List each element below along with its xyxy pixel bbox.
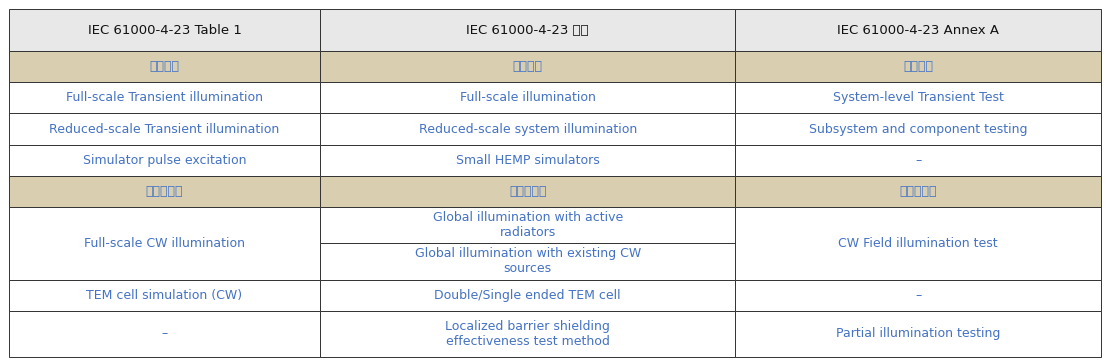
Text: TEM cell simulation (CW): TEM cell simulation (CW) [87,289,243,302]
Bar [735,145,1101,176]
Text: Reduced-scale system illumination: Reduced-scale system illumination [418,123,637,136]
Text: 폄스시험: 폄스시험 [904,60,934,73]
Text: –: – [915,289,921,302]
Text: Full-scale CW illumination: Full-scale CW illumination [84,237,245,250]
Bar [320,279,735,311]
Text: System-level Transient Test: System-level Transient Test [832,91,1003,104]
Bar [735,176,1101,207]
Bar [320,9,735,51]
Text: –: – [161,327,168,340]
Text: 폄스시험: 폄스시험 [513,60,543,73]
Bar [9,9,320,51]
Text: CW Field illumination test: CW Field illumination test [838,237,998,250]
Bar [735,113,1101,145]
Text: Full-scale illumination: Full-scale illumination [460,91,596,104]
Bar [320,207,735,243]
Text: IEC 61000-4-23 Table 1: IEC 61000-4-23 Table 1 [88,24,242,37]
Bar [735,51,1101,82]
Text: Full-scale Transient illumination: Full-scale Transient illumination [65,91,263,104]
Text: 연속파시험: 연속파시험 [145,185,183,198]
Bar [9,279,320,311]
Text: IEC 61000-4-23 본문: IEC 61000-4-23 본문 [466,24,589,37]
Bar [9,145,320,176]
Bar [9,176,320,207]
Bar [735,279,1101,311]
Bar [735,9,1101,51]
Bar [9,113,320,145]
Bar [320,51,735,82]
Text: Small HEMP simulators: Small HEMP simulators [456,154,599,167]
Bar [735,311,1101,357]
Text: Global illumination with active
radiators: Global illumination with active radiator… [433,211,623,239]
Text: Global illumination with existing CW
sources: Global illumination with existing CW sou… [414,248,640,275]
Bar [320,243,735,279]
Text: Partial illumination testing: Partial illumination testing [836,327,1000,340]
Bar [735,207,1101,279]
Text: Localized barrier shielding
effectiveness test method: Localized barrier shielding effectivenes… [445,320,610,348]
Bar [320,311,735,357]
Bar [320,145,735,176]
Bar [320,113,735,145]
Bar [9,311,320,357]
Text: 연속파시험: 연속파시험 [899,185,937,198]
Bar [320,176,735,207]
Text: Double/Single ended TEM cell: Double/Single ended TEM cell [434,289,620,302]
Bar [9,82,320,113]
Bar [320,82,735,113]
Bar [9,51,320,82]
Text: 폄스시험: 폄스시험 [150,60,180,73]
Text: 연속파시험: 연속파시험 [509,185,546,198]
Bar [9,207,320,279]
Text: IEC 61000-4-23 Annex A: IEC 61000-4-23 Annex A [837,24,999,37]
Bar [735,82,1101,113]
Text: Subsystem and component testing: Subsystem and component testing [809,123,1028,136]
Text: Simulator pulse excitation: Simulator pulse excitation [83,154,246,167]
Text: Reduced-scale Transient illumination: Reduced-scale Transient illumination [50,123,280,136]
Text: –: – [915,154,921,167]
